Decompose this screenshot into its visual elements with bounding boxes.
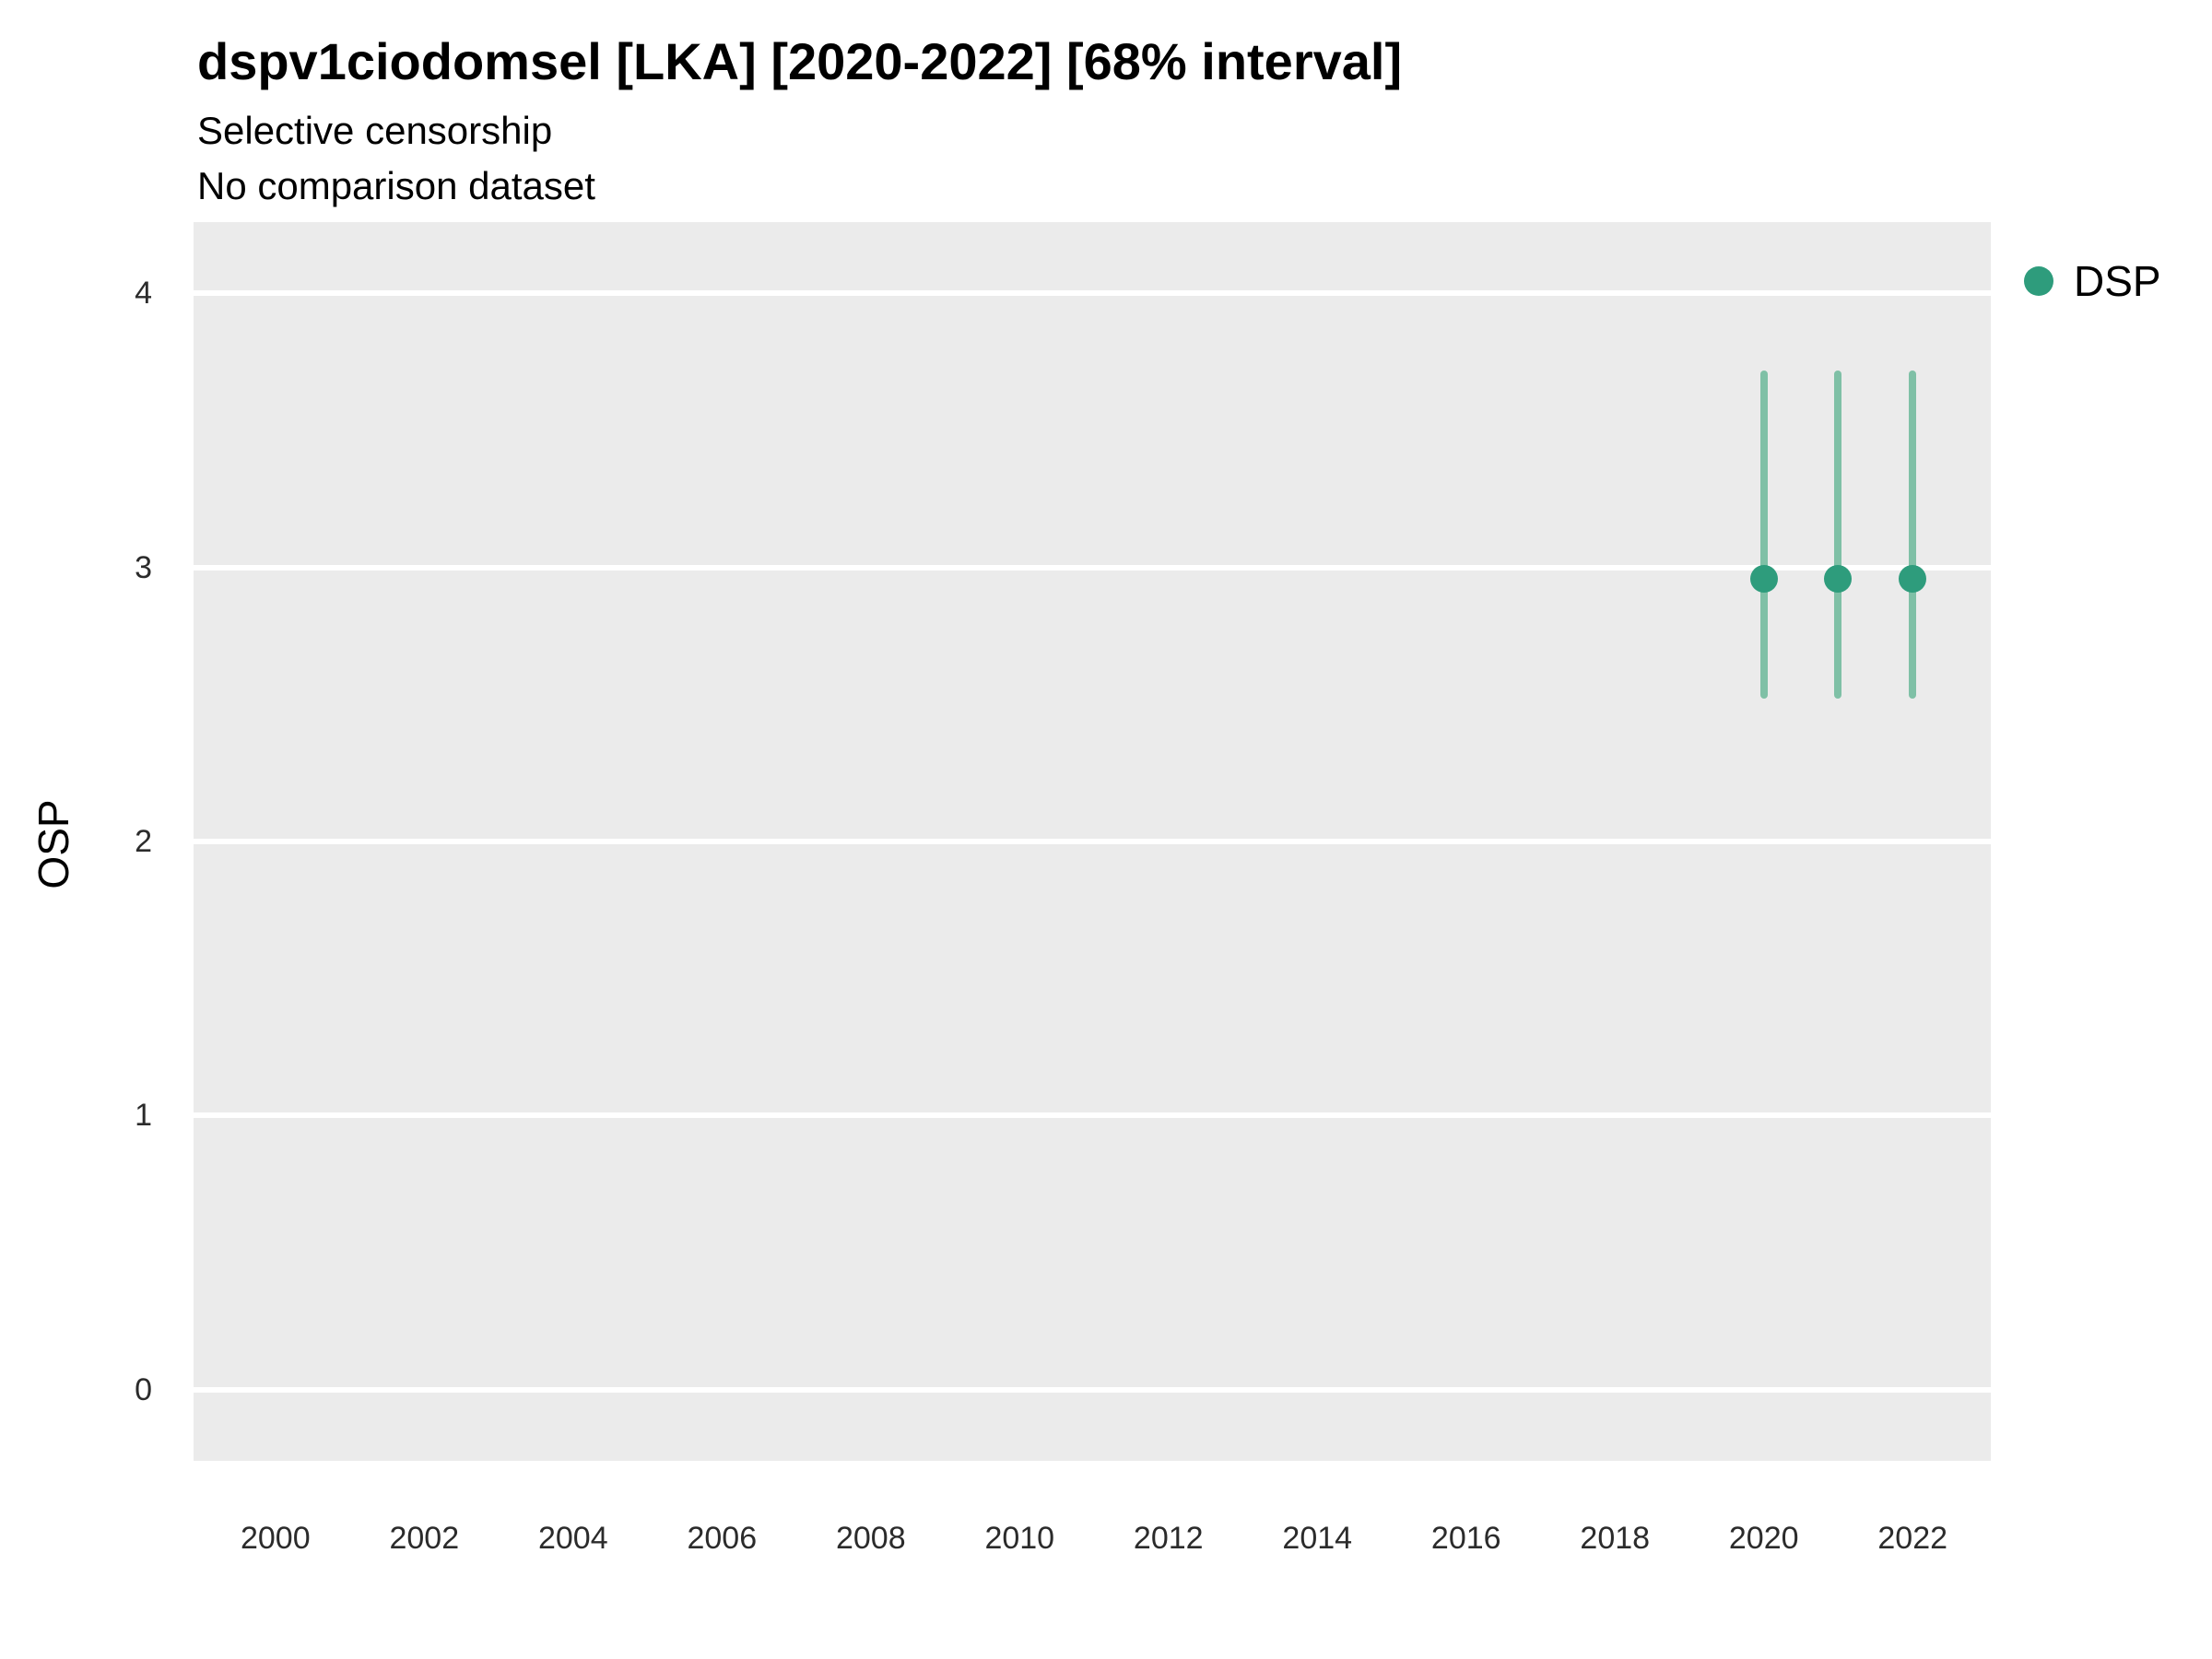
grid-line-y-1	[194, 1112, 1991, 1119]
interval-bar-dsp-2021	[1834, 370, 1842, 700]
legend: DSP	[2024, 256, 2161, 306]
data-point-dsp-2020	[1749, 564, 1778, 593]
x-tick-label-2010: 2010	[984, 1521, 1055, 1556]
x-tick-label-2002: 2002	[389, 1521, 460, 1556]
x-tick-label-2016: 2016	[1430, 1521, 1501, 1556]
y-tick-label-0: 0	[135, 1371, 152, 1407]
interval-bar-dsp-2022	[1909, 370, 1917, 700]
grid-line-y-4	[194, 290, 1991, 297]
data-point-dsp-2021	[1824, 564, 1853, 593]
chart-title: dspv1ciodomsel [LKA] [2020-2022] [68% in…	[197, 32, 1403, 90]
y-tick-label-3: 3	[135, 549, 152, 585]
x-tick-label-2000: 2000	[240, 1521, 311, 1556]
data-point-dsp-2022	[1899, 564, 1927, 593]
chart-subtitle-line1: Selective censorship	[197, 109, 553, 152]
plot-panel	[194, 222, 1991, 1461]
grid-line-y-0	[194, 1386, 1991, 1393]
grid-line-y-2	[194, 839, 1991, 844]
x-tick-label-2004: 2004	[537, 1521, 608, 1556]
chart-subtitle-line2: No comparison dataset	[197, 164, 595, 207]
y-tick-label-4: 4	[135, 276, 152, 312]
x-tick-label-2006: 2006	[687, 1521, 758, 1556]
grid-line-y-3	[194, 564, 1991, 571]
x-tick-label-2008: 2008	[835, 1521, 906, 1556]
interval-bar-dsp-2020	[1759, 370, 1768, 700]
legend-label-dsp: DSP	[2074, 257, 2161, 305]
x-tick-label-2022: 2022	[1877, 1521, 1948, 1556]
x-tick-label-2014: 2014	[1282, 1521, 1353, 1556]
x-tick-label-2018: 2018	[1580, 1521, 1651, 1556]
x-tick-label-2020: 2020	[1728, 1521, 1799, 1556]
y-tick-label-1: 1	[135, 1098, 152, 1134]
y-tick-label-2: 2	[135, 824, 152, 859]
legend-marker-dsp-icon	[2024, 266, 2053, 296]
x-tick-label-2012: 2012	[1133, 1521, 1204, 1556]
